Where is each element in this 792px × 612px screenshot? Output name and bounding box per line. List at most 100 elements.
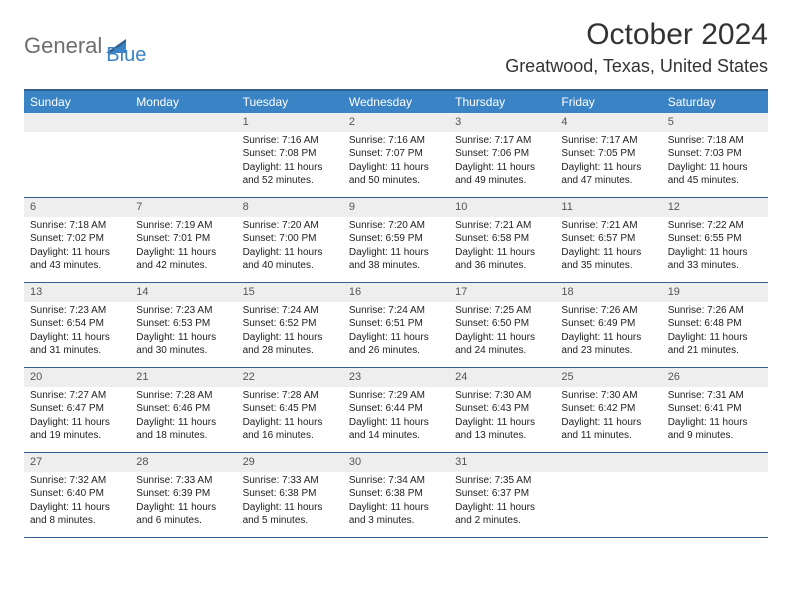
day-cell: 11Sunrise: 7:21 AMSunset: 6:57 PMDayligh… [555,198,661,282]
day-line: and 16 minutes. [243,429,337,443]
day-line: Daylight: 11 hours [243,246,337,260]
day-text [130,132,236,138]
day-cell: 21Sunrise: 7:28 AMSunset: 6:46 PMDayligh… [130,368,236,452]
day-cell: 31Sunrise: 7:35 AMSunset: 6:37 PMDayligh… [449,453,555,537]
day-line: Sunrise: 7:27 AM [30,389,124,403]
day-text [555,472,661,478]
week-row: 13Sunrise: 7:23 AMSunset: 6:54 PMDayligh… [24,283,768,368]
weekday-header: Wednesday [343,91,449,113]
day-line: and 33 minutes. [668,259,762,273]
location: Greatwood, Texas, United States [505,56,768,77]
day-text: Sunrise: 7:27 AMSunset: 6:47 PMDaylight:… [24,387,130,447]
day-text: Sunrise: 7:20 AMSunset: 6:59 PMDaylight:… [343,217,449,277]
day-cell: . [24,113,130,197]
day-text: Sunrise: 7:24 AMSunset: 6:51 PMDaylight:… [343,302,449,362]
day-line: Daylight: 11 hours [349,501,443,515]
day-number: 8 [237,198,343,217]
day-text [662,472,768,478]
day-line: Daylight: 11 hours [349,416,443,430]
day-line: Daylight: 11 hours [243,416,337,430]
week-row: 20Sunrise: 7:27 AMSunset: 6:47 PMDayligh… [24,368,768,453]
day-line: and 36 minutes. [455,259,549,273]
day-line: Sunrise: 7:25 AM [455,304,549,318]
day-number: 17 [449,283,555,302]
day-text: Sunrise: 7:16 AMSunset: 7:08 PMDaylight:… [237,132,343,192]
weekday-header: Friday [555,91,661,113]
day-text: Sunrise: 7:17 AMSunset: 7:06 PMDaylight:… [449,132,555,192]
day-line: and 23 minutes. [561,344,655,358]
day-text: Sunrise: 7:30 AMSunset: 6:42 PMDaylight:… [555,387,661,447]
day-line: and 38 minutes. [349,259,443,273]
day-cell: 29Sunrise: 7:33 AMSunset: 6:38 PMDayligh… [237,453,343,537]
day-number: 2 [343,113,449,132]
day-line: and 26 minutes. [349,344,443,358]
day-line: Sunrise: 7:30 AM [561,389,655,403]
day-cell: 1Sunrise: 7:16 AMSunset: 7:08 PMDaylight… [237,113,343,197]
day-line: Sunrise: 7:28 AM [136,389,230,403]
day-number: 15 [237,283,343,302]
day-text: Sunrise: 7:30 AMSunset: 6:43 PMDaylight:… [449,387,555,447]
day-line: Sunrise: 7:33 AM [136,474,230,488]
week-row: ..1Sunrise: 7:16 AMSunset: 7:08 PMDaylig… [24,113,768,198]
day-line: Sunset: 7:00 PM [243,232,337,246]
day-text: Sunrise: 7:33 AMSunset: 6:38 PMDaylight:… [237,472,343,532]
header: General Blue October 2024 Greatwood, Tex… [24,18,768,77]
day-line: Sunset: 6:51 PM [349,317,443,331]
day-line: and 50 minutes. [349,174,443,188]
day-line: and 45 minutes. [668,174,762,188]
day-text: Sunrise: 7:20 AMSunset: 7:00 PMDaylight:… [237,217,343,277]
day-line: and 2 minutes. [455,514,549,528]
day-cell: 12Sunrise: 7:22 AMSunset: 6:55 PMDayligh… [662,198,768,282]
logo: General Blue [24,24,146,67]
day-number: 21 [130,368,236,387]
day-line: Sunrise: 7:16 AM [349,134,443,148]
day-cell: 30Sunrise: 7:34 AMSunset: 6:38 PMDayligh… [343,453,449,537]
day-line: Daylight: 11 hours [136,246,230,260]
day-line: Sunset: 7:01 PM [136,232,230,246]
day-number: 10 [449,198,555,217]
day-text: Sunrise: 7:31 AMSunset: 6:41 PMDaylight:… [662,387,768,447]
day-cell: 24Sunrise: 7:30 AMSunset: 6:43 PMDayligh… [449,368,555,452]
day-cell: 9Sunrise: 7:20 AMSunset: 6:59 PMDaylight… [343,198,449,282]
day-text: Sunrise: 7:29 AMSunset: 6:44 PMDaylight:… [343,387,449,447]
day-text: Sunrise: 7:17 AMSunset: 7:05 PMDaylight:… [555,132,661,192]
day-line: Sunrise: 7:28 AM [243,389,337,403]
day-line: Sunset: 6:54 PM [30,317,124,331]
day-number: 20 [24,368,130,387]
day-number: 29 [237,453,343,472]
day-line: Sunrise: 7:20 AM [349,219,443,233]
day-number: 14 [130,283,236,302]
day-line: Sunrise: 7:17 AM [561,134,655,148]
day-cell: . [555,453,661,537]
day-number: 27 [24,453,130,472]
day-line: and 9 minutes. [668,429,762,443]
day-line: Daylight: 11 hours [243,501,337,515]
day-line: and 40 minutes. [243,259,337,273]
day-cell: 20Sunrise: 7:27 AMSunset: 6:47 PMDayligh… [24,368,130,452]
day-line: Sunset: 6:38 PM [349,487,443,501]
day-line: Daylight: 11 hours [668,331,762,345]
day-line: Sunrise: 7:21 AM [561,219,655,233]
weekday-header: Thursday [449,91,555,113]
day-line: Sunset: 6:38 PM [243,487,337,501]
day-line: and 30 minutes. [136,344,230,358]
day-cell: 28Sunrise: 7:33 AMSunset: 6:39 PMDayligh… [130,453,236,537]
calendar: SundayMondayTuesdayWednesdayThursdayFrid… [24,89,768,538]
day-number: 28 [130,453,236,472]
day-line: Sunrise: 7:18 AM [30,219,124,233]
day-text: Sunrise: 7:19 AMSunset: 7:01 PMDaylight:… [130,217,236,277]
day-cell: 17Sunrise: 7:25 AMSunset: 6:50 PMDayligh… [449,283,555,367]
day-line: and 18 minutes. [136,429,230,443]
day-line: Daylight: 11 hours [668,161,762,175]
day-text: Sunrise: 7:18 AMSunset: 7:03 PMDaylight:… [662,132,768,192]
day-cell: 5Sunrise: 7:18 AMSunset: 7:03 PMDaylight… [662,113,768,197]
day-line: Sunset: 7:03 PM [668,147,762,161]
day-text: Sunrise: 7:23 AMSunset: 6:54 PMDaylight:… [24,302,130,362]
day-cell: . [130,113,236,197]
day-line: Sunrise: 7:22 AM [668,219,762,233]
day-cell: 15Sunrise: 7:24 AMSunset: 6:52 PMDayligh… [237,283,343,367]
day-line: and 28 minutes. [243,344,337,358]
day-line: and 6 minutes. [136,514,230,528]
day-line: and 31 minutes. [30,344,124,358]
day-line: and 24 minutes. [455,344,549,358]
